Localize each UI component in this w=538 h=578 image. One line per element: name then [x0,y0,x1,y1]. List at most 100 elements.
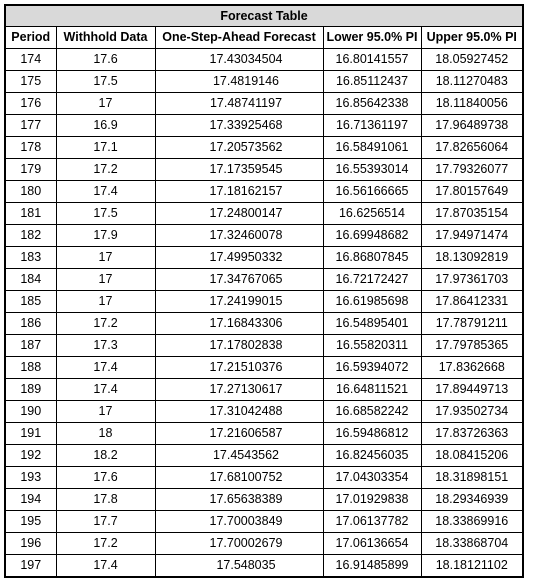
upper-pi-cell: 17.79785365 [420,334,524,357]
table-row: 174 17.6 17.43034504 16.80141557 18.05927452 [4,48,524,71]
table-row: 197 17.4 17.548035 16.91485899 18.18121102 [4,554,524,578]
lower-pi-cell: 16.64811521 [322,378,422,401]
period-cell: 184 [4,268,57,291]
withhold-data-cell: 17.4 [55,180,156,203]
table-row: 178 17.1 17.20573562 16.58491061 17.82656064 [4,136,524,159]
forecast-cell: 17.65638389 [154,488,324,511]
withhold-data-cell: 17.6 [55,466,156,489]
period-cell: 182 [4,224,57,247]
period-cell: 195 [4,510,57,533]
withhold-data-cell: 17.4 [55,378,156,401]
lower-pi-cell: 16.80141557 [322,48,422,71]
lower-pi-cell: 17.06136654 [322,532,422,555]
upper-pi-cell: 17.94971474 [420,224,524,247]
header-withhold-data: Withhold Data [55,26,156,49]
table-row: 186 17.2 17.16843306 16.54895401 17.78791211 [4,312,524,335]
lower-pi-cell: 16.55393014 [322,158,422,181]
table-row: 196 17.2 17.70002679 17.06136654 18.33868704 [4,532,524,555]
upper-pi-cell: 18.11840056 [420,92,524,115]
lower-pi-cell: 16.56166665 [322,180,422,203]
table-row: 179 17.2 17.17359545 16.55393014 17.79326077 [4,158,524,181]
lower-pi-cell: 16.69948682 [322,224,422,247]
lower-pi-cell: 16.86807845 [322,246,422,269]
title-row: Forecast Table [4,4,524,27]
lower-pi-cell: 16.55820311 [322,334,422,357]
forecast-cell: 17.31042488 [154,400,324,423]
period-cell: 189 [4,378,57,401]
withhold-data-cell: 17.3 [55,334,156,357]
header-period: Period [4,26,57,49]
table-body: 174 17.6 17.43034504 16.80141557 18.05927452… [4,48,524,578]
period-cell: 178 [4,136,57,159]
withhold-data-cell: 17.5 [55,202,156,225]
upper-pi-cell: 17.78791211 [420,312,524,335]
period-cell: 185 [4,290,57,313]
withhold-data-cell: 17.2 [55,312,156,335]
upper-pi-cell: 18.33869916 [420,510,524,533]
forecast-cell: 17.27130617 [154,378,324,401]
forecast-cell: 17.70003849 [154,510,324,533]
lower-pi-cell: 17.04303354 [322,466,422,489]
forecast-cell: 17.32460078 [154,224,324,247]
period-cell: 193 [4,466,57,489]
upper-pi-cell: 18.31898151 [420,466,524,489]
table-row: 175 17.5 17.4819146 16.85112437 18.11270483 [4,70,524,93]
period-cell: 183 [4,246,57,269]
forecast-cell: 17.16843306 [154,312,324,335]
withhold-data-cell: 17.8 [55,488,156,511]
period-cell: 188 [4,356,57,379]
upper-pi-cell: 18.05927452 [420,48,524,71]
period-cell: 180 [4,180,57,203]
period-cell: 176 [4,92,57,115]
withhold-data-cell: 17.1 [55,136,156,159]
table-row: 177 16.9 17.33925468 16.71361197 17.96489738 [4,114,524,137]
table-row: 191 18 17.21606587 16.59486812 17.83726363 [4,422,524,445]
period-cell: 197 [4,554,57,578]
upper-pi-cell: 17.80157649 [420,180,524,203]
withhold-data-cell: 17.2 [55,532,156,555]
withhold-data-cell: 17.6 [55,48,156,71]
period-cell: 191 [4,422,57,445]
forecast-cell: 17.70002679 [154,532,324,555]
forecast-cell: 17.49950332 [154,246,324,269]
upper-pi-cell: 18.08415206 [420,444,524,467]
table-row: 193 17.6 17.68100752 17.04303354 18.31898151 [4,466,524,489]
withhold-data-cell: 17.7 [55,510,156,533]
withhold-data-cell: 17.9 [55,224,156,247]
table-row: 194 17.8 17.65638389 17.01929838 18.29346939 [4,488,524,511]
period-cell: 179 [4,158,57,181]
period-cell: 177 [4,114,57,137]
table-row: 181 17.5 17.24800147 16.6256514 17.87035154 [4,202,524,225]
upper-pi-cell: 17.83726363 [420,422,524,445]
withhold-data-cell: 16.9 [55,114,156,137]
upper-pi-cell: 17.89449713 [420,378,524,401]
header-upper-pi: Upper 95.0% PI [420,26,524,49]
upper-pi-cell: 18.29346939 [420,488,524,511]
lower-pi-cell: 17.06137782 [322,510,422,533]
withhold-data-cell: 17 [55,290,156,313]
forecast-cell: 17.68100752 [154,466,324,489]
forecast-cell: 17.43034504 [154,48,324,71]
forecast-table: Forecast Table Period Withhold Data One-… [4,4,525,578]
forecast-table-container: Forecast Table Period Withhold Data One-… [4,4,525,578]
lower-pi-cell: 16.91485899 [322,554,422,578]
forecast-cell: 17.34767065 [154,268,324,291]
forecast-cell: 17.48741197 [154,92,324,115]
period-cell: 187 [4,334,57,357]
table-row: 187 17.3 17.17802838 16.55820311 17.79785365 [4,334,524,357]
table-row: 195 17.7 17.70003849 17.06137782 18.33869916 [4,510,524,533]
withhold-data-cell: 17 [55,246,156,269]
upper-pi-cell: 17.82656064 [420,136,524,159]
period-cell: 190 [4,400,57,423]
table-row: 185 17 17.24199015 16.61985698 17.86412331 [4,290,524,313]
table-row: 176 17 17.48741197 16.85642338 18.11840056 [4,92,524,115]
header-row: Period Withhold Data One-Step-Ahead Fore… [4,26,524,49]
upper-pi-cell: 17.79326077 [420,158,524,181]
withhold-data-cell: 17 [55,268,156,291]
table-row: 184 17 17.34767065 16.72172427 17.97361703 [4,268,524,291]
forecast-cell: 17.18162157 [154,180,324,203]
withhold-data-cell: 17 [55,92,156,115]
forecast-cell: 17.4543562 [154,444,324,467]
withhold-data-cell: 18.2 [55,444,156,467]
table-row: 182 17.9 17.32460078 16.69948682 17.94971474 [4,224,524,247]
